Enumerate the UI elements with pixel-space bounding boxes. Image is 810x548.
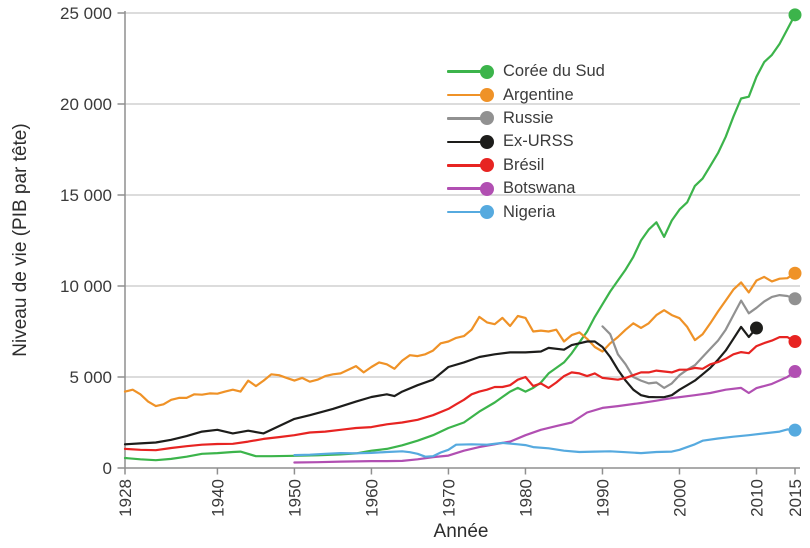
legend-label: Ex-URSS [503,132,574,151]
x-tick-label: 1950 [285,479,304,517]
legend-item-argentine: Argentine [447,83,605,106]
legend-label: Corée du Sud [503,62,605,81]
x-tick-label: 2010 [747,479,766,517]
legend-dot-swatch [480,158,494,173]
legend-item-botswana: Botswana [447,177,605,200]
legend-label: Botswana [503,179,576,198]
y-tick-label: 25 000 [60,4,112,23]
legend-line-swatch [447,163,488,167]
chart-legend: Corée du Sud Argentine Russie Ex-URSS Brésil… [447,60,605,224]
legend-label: Russie [503,108,554,127]
legend-dot-swatch [480,111,494,126]
legend-line-swatch [447,93,488,97]
series-end-dot-bresil [788,335,802,349]
legend-item-russie: Russie [447,107,605,130]
x-tick-label: 1970 [439,479,458,517]
legend-label: Brésil [503,155,545,174]
y-tick-label: 10 000 [60,277,112,296]
legend-line-swatch [447,187,488,190]
legend-item-nigeria: Nigeria [447,200,605,223]
x-tick-label: 1990 [593,479,612,517]
legend-marker-nigeria [447,205,494,220]
series-end-dot-ex-urss [749,321,763,335]
legend-dot-swatch [480,181,494,196]
legend-line-swatch [447,140,488,144]
legend-dot-swatch [480,64,494,79]
x-tick-label: 2000 [670,479,689,517]
legend-line-swatch [447,117,488,120]
series-line-nigeria [293,428,797,458]
legend-marker-russie [447,111,494,126]
legend-item-bresil: Brésil [447,154,605,177]
legend-marker-argentine [447,88,494,103]
legend-line-swatch [447,210,488,214]
series-end-dot-botswana [788,365,802,379]
legend-dot-swatch [480,134,494,149]
x-tick-label: 2015 [786,479,805,517]
legend-item-ex-urss: Ex-URSS [447,130,605,153]
series-line-ex-urss [123,325,758,446]
legend-marker-ex-urss [447,134,494,149]
series-end-dot-coree-du-sud [788,8,802,22]
y-axis-title: Niveau de vie (PIB par tête) [10,123,31,357]
y-tick-label: 0 [103,459,112,478]
legend-item-coree-du-sud: Corée du Sud [447,60,605,83]
legend-marker-coree-du-sud [447,64,494,79]
legend-line-swatch [447,70,488,73]
series-line-coree-du-sud [123,13,797,462]
legend-dot-swatch [480,205,494,220]
legend-label: Nigeria [503,202,556,221]
x-axis-title: Année [433,521,489,542]
legend-marker-botswana [447,181,494,196]
legend-marker-bresil [447,158,494,173]
legend-dot-swatch [480,88,494,103]
y-tick-label: 15 000 [60,186,112,205]
series-line-botswana [293,370,797,464]
series-line-russie [601,294,797,389]
y-tick-label: 5 000 [69,368,112,387]
legend-label: Argentine [503,85,574,104]
series-end-dot-argentine [788,266,802,280]
x-tick-label: 1928 [116,479,135,517]
series-line-argentine [123,272,797,408]
x-tick-label: 1960 [362,479,381,517]
x-tick-label: 1940 [208,479,227,517]
series-end-dot-russie [788,292,802,306]
series-end-dot-nigeria [788,423,802,437]
y-tick-label: 20 000 [60,95,112,114]
series-line-bresil [123,336,797,452]
x-tick-label: 1980 [516,479,535,517]
